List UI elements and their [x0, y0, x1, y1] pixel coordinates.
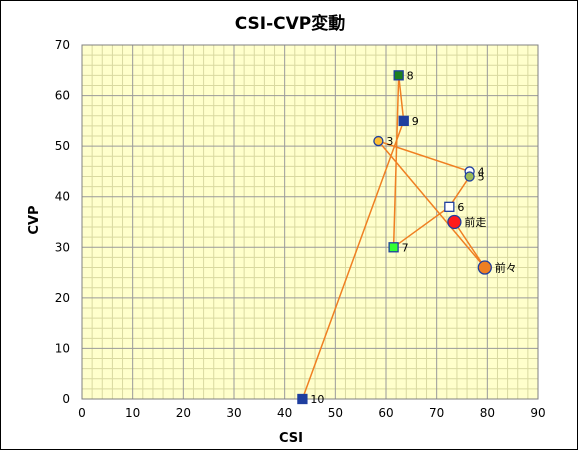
series-markers [297, 70, 492, 405]
data-point [398, 115, 409, 127]
y-axis-ticks: 0 10 20 30 40 50 60 70 [55, 38, 70, 406]
y-tick-label: 50 [55, 139, 70, 153]
data-label: 3 [386, 135, 393, 148]
y-tick-label: 40 [55, 190, 70, 204]
data-label: 5 [478, 170, 485, 183]
x-axis-title: CSI [279, 431, 303, 446]
data-label: 4 [478, 165, 485, 178]
data-point [393, 70, 404, 81]
x-tick-label: 50 [328, 406, 343, 420]
data-point [297, 393, 308, 405]
x-tick-label: 0 [78, 406, 86, 420]
grid-minor [82, 45, 538, 399]
y-tick-label: 70 [55, 38, 70, 52]
plot-border [81, 44, 539, 400]
y-tick-label: 20 [55, 291, 70, 305]
data-point [388, 242, 399, 253]
data-label: 前走 [464, 215, 486, 229]
series-line [301, 75, 486, 400]
x-tick-label: 60 [378, 406, 393, 420]
chart-title: CSI-CVP変動 [235, 13, 346, 34]
x-tick-label: 40 [277, 406, 292, 420]
y-axis-title: CVP [27, 205, 42, 234]
data-label: 6 [457, 201, 464, 214]
series-path [301, 75, 486, 400]
x-tick-label: 90 [530, 406, 545, 420]
data-point [477, 260, 492, 275]
data-point [373, 135, 384, 147]
plot-area [82, 45, 538, 399]
x-tick-label: 70 [429, 406, 444, 420]
x-tick-label: 10 [125, 406, 140, 420]
y-tick-label: 30 [55, 240, 70, 254]
y-tick-label: 60 [55, 89, 70, 103]
data-point [444, 201, 455, 212]
data-point [464, 171, 475, 182]
x-tick-label: 20 [176, 406, 191, 420]
data-label: 8 [407, 69, 414, 82]
data-label: 10 [310, 393, 324, 406]
data-label: 前々 [495, 261, 517, 275]
x-axis-ticks: 0 10 20 30 40 50 60 70 80 90 [78, 406, 545, 420]
x-tick-label: 30 [226, 406, 241, 420]
data-label: 9 [412, 115, 419, 128]
data-point [447, 214, 462, 230]
y-tick-label: 10 [55, 341, 70, 355]
data-label: 7 [402, 241, 409, 254]
y-tick-label: 0 [62, 392, 70, 406]
x-tick-label: 80 [480, 406, 495, 420]
